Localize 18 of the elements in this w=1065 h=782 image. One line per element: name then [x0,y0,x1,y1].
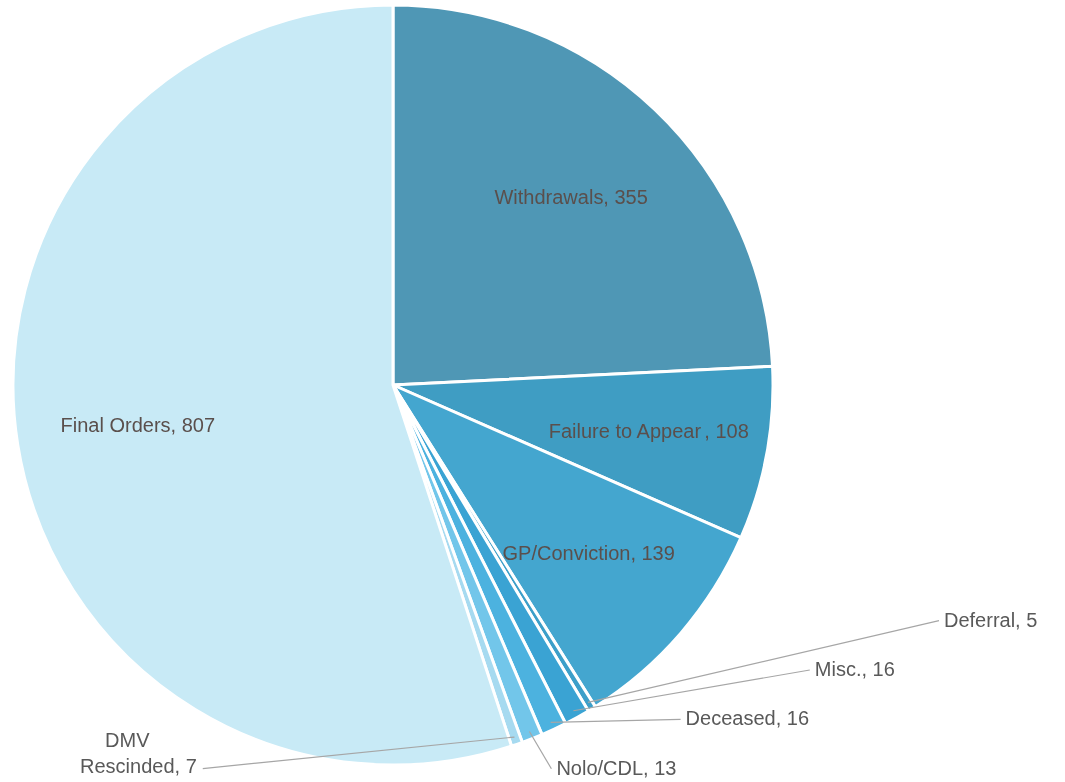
data-label: , 13 [643,756,677,779]
slice-label: Deceased [685,707,776,730]
data-label: , 807 [170,413,216,436]
slice-label: Failure to Appear [548,419,702,442]
slice-label: Misc. [814,658,862,680]
data-label: , 16 [861,658,895,680]
data-label: , 16 [775,707,809,730]
data-label: , 7 [174,754,197,777]
slice-label: Deferral [944,608,1016,631]
data-label: , 355 [603,185,648,208]
slice-label: DMV Rescinded [80,728,175,777]
slice-label: Nolo/CDL [556,756,644,779]
data-label: , 139 [630,541,675,564]
slice-label: Final Orders [60,413,171,436]
slice-label: Withdrawals [494,185,604,208]
data-label: , 108 [704,419,749,442]
slice-label: GP/Conviction [502,541,631,564]
data-label: , 5 [1015,608,1038,631]
